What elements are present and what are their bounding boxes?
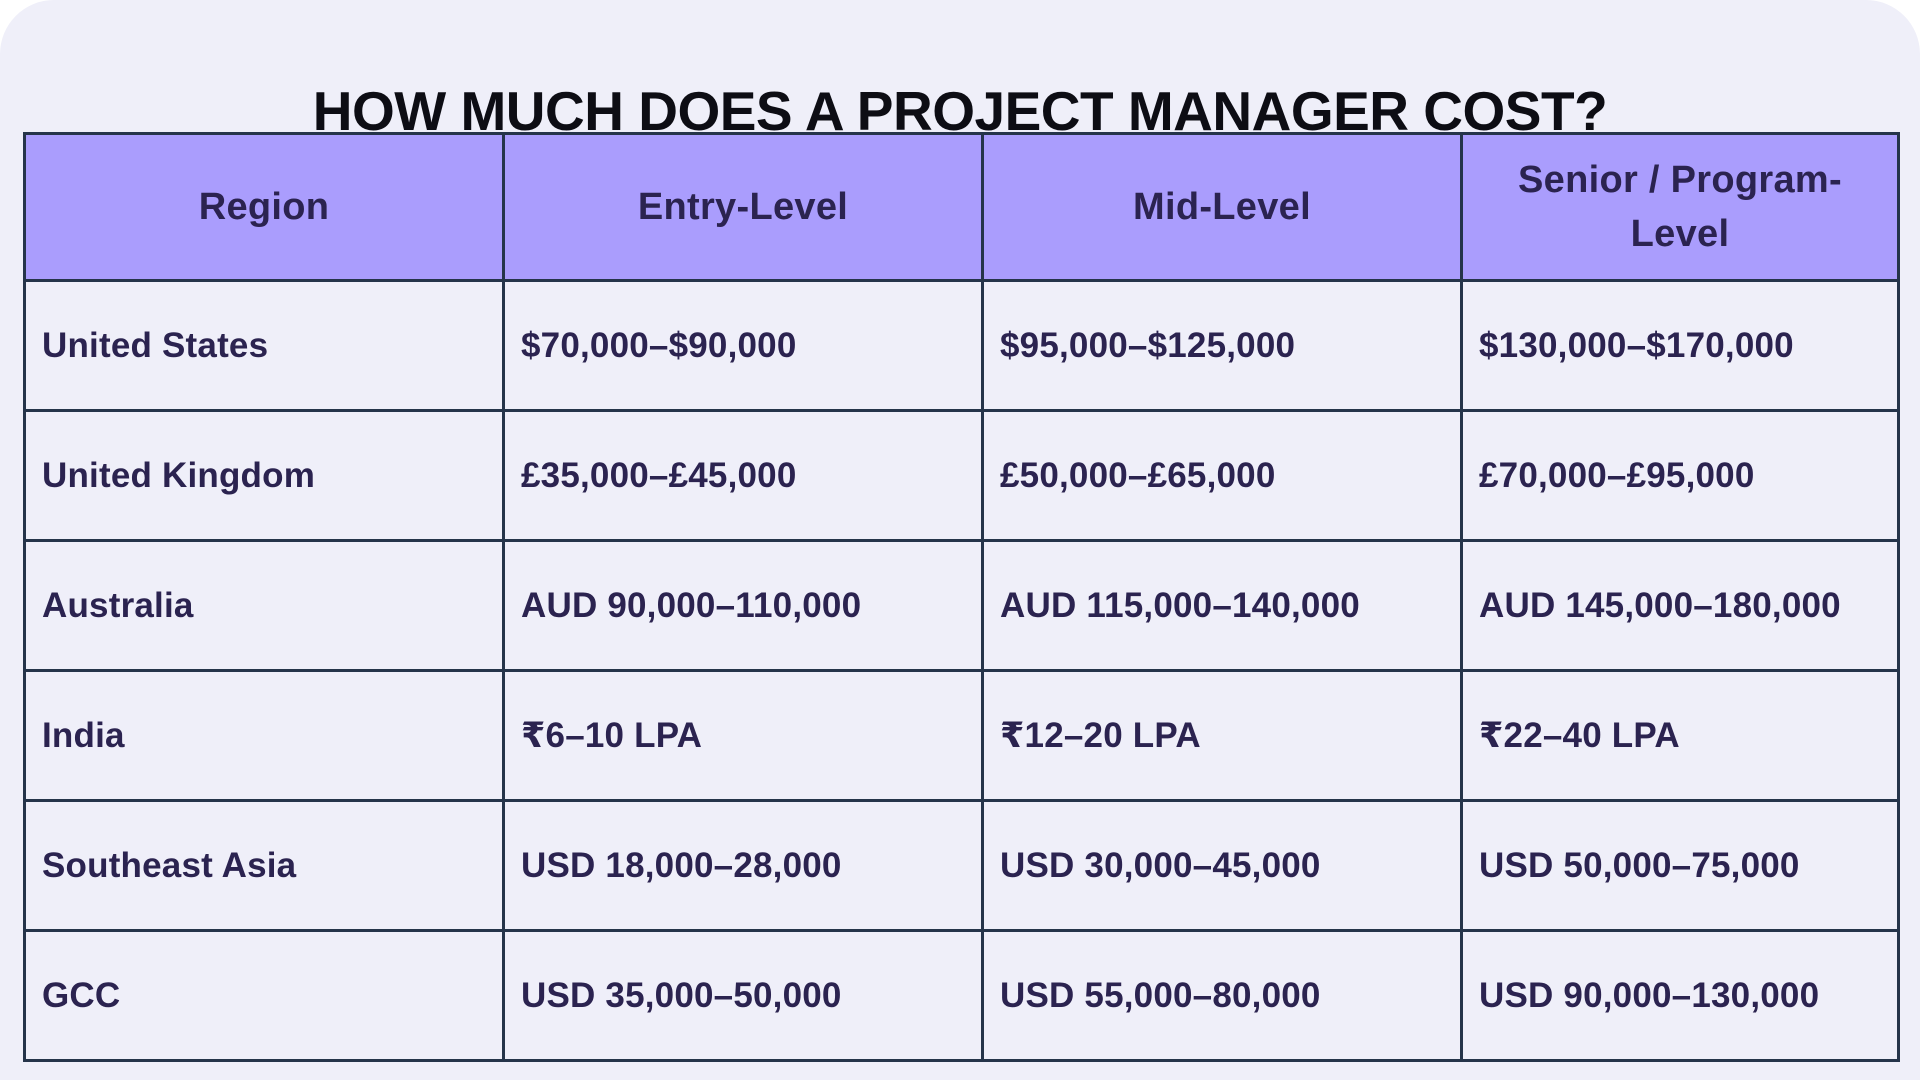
region-cell: United States — [23, 279, 505, 412]
table-row: India ₹6–10 LPA ₹12–20 LPA ₹22–40 LPA — [23, 669, 1900, 802]
senior-level-cell: USD 90,000–130,000 — [1460, 929, 1900, 1062]
column-header-region: Region — [23, 132, 505, 282]
column-header-mid-level: Mid-Level — [981, 132, 1463, 282]
senior-level-cell: AUD 145,000–180,000 — [1460, 539, 1900, 672]
mid-level-cell: ₹12–20 LPA — [981, 669, 1463, 802]
entry-level-cell: USD 18,000–28,000 — [502, 799, 984, 932]
senior-level-cell: £70,000–£95,000 — [1460, 409, 1900, 542]
region-cell: Southeast Asia — [23, 799, 505, 932]
mid-level-cell: $95,000–$125,000 — [981, 279, 1463, 412]
senior-level-cell: ₹22–40 LPA — [1460, 669, 1900, 802]
mid-level-cell: AUD 115,000–140,000 — [981, 539, 1463, 672]
table-row: GCC USD 35,000–50,000 USD 55,000–80,000 … — [23, 929, 1900, 1062]
entry-level-cell: ₹6–10 LPA — [502, 669, 984, 802]
table-row: Southeast Asia USD 18,000–28,000 USD 30,… — [23, 799, 1900, 932]
table-row: United Kingdom £35,000–£45,000 £50,000–£… — [23, 409, 1900, 542]
table-header-row: Region Entry-Level Mid-Level Senior / Pr… — [23, 132, 1900, 282]
region-cell: India — [23, 669, 505, 802]
mid-level-cell: £50,000–£65,000 — [981, 409, 1463, 542]
senior-level-cell: $130,000–$170,000 — [1460, 279, 1900, 412]
table-row: Australia AUD 90,000–110,000 AUD 115,000… — [23, 539, 1900, 672]
page-title: HOW MUCH DOES A PROJECT MANAGER COST? — [312, 79, 1608, 142]
senior-level-cell: USD 50,000–75,000 — [1460, 799, 1900, 932]
entry-level-cell: £35,000–£45,000 — [502, 409, 984, 542]
mid-level-cell: USD 55,000–80,000 — [981, 929, 1463, 1062]
region-cell: United Kingdom — [23, 409, 505, 542]
mid-level-cell: USD 30,000–45,000 — [981, 799, 1463, 932]
region-cell: Australia — [23, 539, 505, 672]
column-header-entry-level: Entry-Level — [502, 132, 984, 282]
column-header-senior-level: Senior / Program-Level — [1460, 132, 1900, 282]
entry-level-cell: $70,000–$90,000 — [502, 279, 984, 412]
entry-level-cell: USD 35,000–50,000 — [502, 929, 984, 1062]
entry-level-cell: AUD 90,000–110,000 — [502, 539, 984, 672]
salary-table: Region Entry-Level Mid-Level Senior / Pr… — [23, 132, 1900, 1062]
region-cell: GCC — [23, 929, 505, 1062]
table-row: United States $70,000–$90,000 $95,000–$1… — [23, 279, 1900, 412]
